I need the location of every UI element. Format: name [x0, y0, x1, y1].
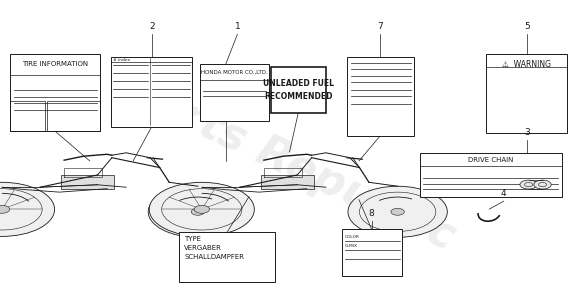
Circle shape	[191, 208, 204, 215]
Circle shape	[194, 205, 210, 213]
Circle shape	[348, 186, 448, 238]
Circle shape	[148, 186, 248, 238]
Circle shape	[520, 180, 537, 189]
Bar	[486, 54, 567, 133]
Circle shape	[0, 205, 10, 213]
Text: COLOR: COLOR	[345, 235, 360, 239]
Text: TYPE
VERGABER
SCHALLDAMPFER: TYPE VERGABER SCHALLDAMPFER	[184, 236, 244, 260]
Circle shape	[391, 208, 404, 215]
Text: TIRE INFORMATION: TIRE INFORMATION	[22, 61, 89, 67]
Text: 1: 1	[234, 22, 240, 31]
Text: DRIVE CHAIN: DRIVE CHAIN	[468, 156, 514, 162]
Bar	[61, 175, 114, 189]
Circle shape	[534, 180, 551, 189]
Bar	[347, 57, 414, 136]
Text: 4: 4	[501, 189, 507, 198]
Text: UNLEADED FUEL
RECOMMENDED: UNLEADED FUEL RECOMMENDED	[263, 79, 334, 101]
Text: 7: 7	[378, 22, 383, 31]
Bar	[10, 101, 45, 131]
Bar	[261, 175, 314, 189]
Text: Parts Republic: Parts Republic	[118, 69, 461, 259]
Text: HONDA MOTOR CO.,LTD.: HONDA MOTOR CO.,LTD.	[201, 69, 268, 74]
Text: 3: 3	[524, 128, 530, 137]
Bar	[179, 232, 275, 282]
Circle shape	[0, 182, 54, 236]
Bar	[342, 229, 402, 276]
Bar	[47, 101, 100, 131]
Text: 8: 8	[369, 209, 375, 218]
Text: 5: 5	[524, 22, 530, 31]
Text: ⚠  WARNING: ⚠ WARNING	[503, 60, 551, 69]
Text: # index: # index	[113, 58, 131, 62]
Circle shape	[149, 182, 254, 236]
Bar	[10, 54, 100, 131]
Bar	[111, 57, 192, 127]
Text: G-MIX: G-MIX	[345, 244, 358, 249]
Text: 2: 2	[149, 22, 155, 31]
Bar	[420, 153, 562, 197]
Bar	[271, 67, 326, 113]
Bar	[200, 64, 269, 121]
